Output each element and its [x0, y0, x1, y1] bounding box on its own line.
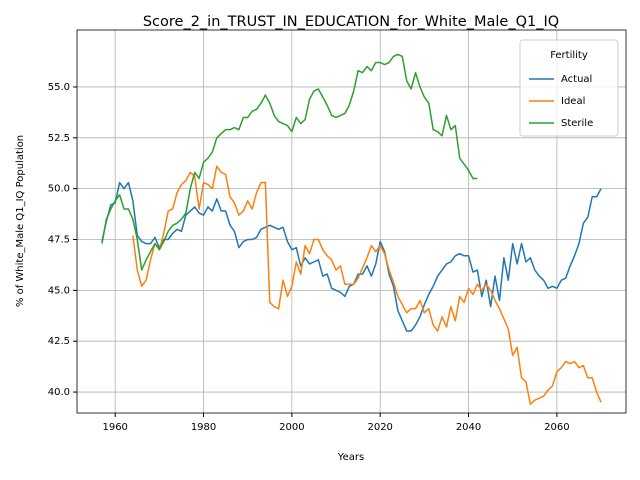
- x-axis-label: Years: [337, 452, 364, 463]
- y-tick-label: 42.5: [48, 336, 70, 347]
- x-tick-label: 2040: [456, 422, 481, 433]
- series-line: [101, 181, 602, 332]
- y-tick-label: 47.5: [48, 235, 70, 246]
- x-tick-label: 1960: [102, 422, 127, 433]
- chart-title: Score_2_in_TRUST_IN_EDUCATION_for_White_…: [143, 14, 559, 30]
- y-tick-label: 52.5: [48, 133, 70, 144]
- legend-box: [519, 39, 619, 137]
- legend: Fertility Actual Ideal Sterile: [519, 39, 619, 137]
- series-line: [101, 53, 478, 271]
- x-tick-label: 2060: [544, 422, 569, 433]
- legend-label: Ideal: [561, 96, 585, 107]
- y-tick-label: 50.0: [48, 184, 70, 195]
- grid: [77, 30, 626, 413]
- y-axis-label: % of White_Male Q1_IQ Population: [15, 135, 26, 307]
- series-line: [132, 165, 602, 405]
- legend-label: Sterile: [561, 118, 593, 129]
- x-tick-label: 2000: [279, 422, 304, 433]
- lines: [101, 53, 602, 405]
- y-tick-label: 55.0: [48, 82, 70, 93]
- x-tick-label: 2020: [367, 422, 392, 433]
- legend-label: Actual: [561, 74, 592, 85]
- y-tick-label: 40.0: [48, 387, 70, 398]
- legend-title: Fertility: [550, 50, 588, 61]
- plot-frame: [76, 29, 627, 414]
- x-tick-label: 1980: [191, 422, 216, 433]
- y-tick-label: 45.0: [48, 285, 70, 296]
